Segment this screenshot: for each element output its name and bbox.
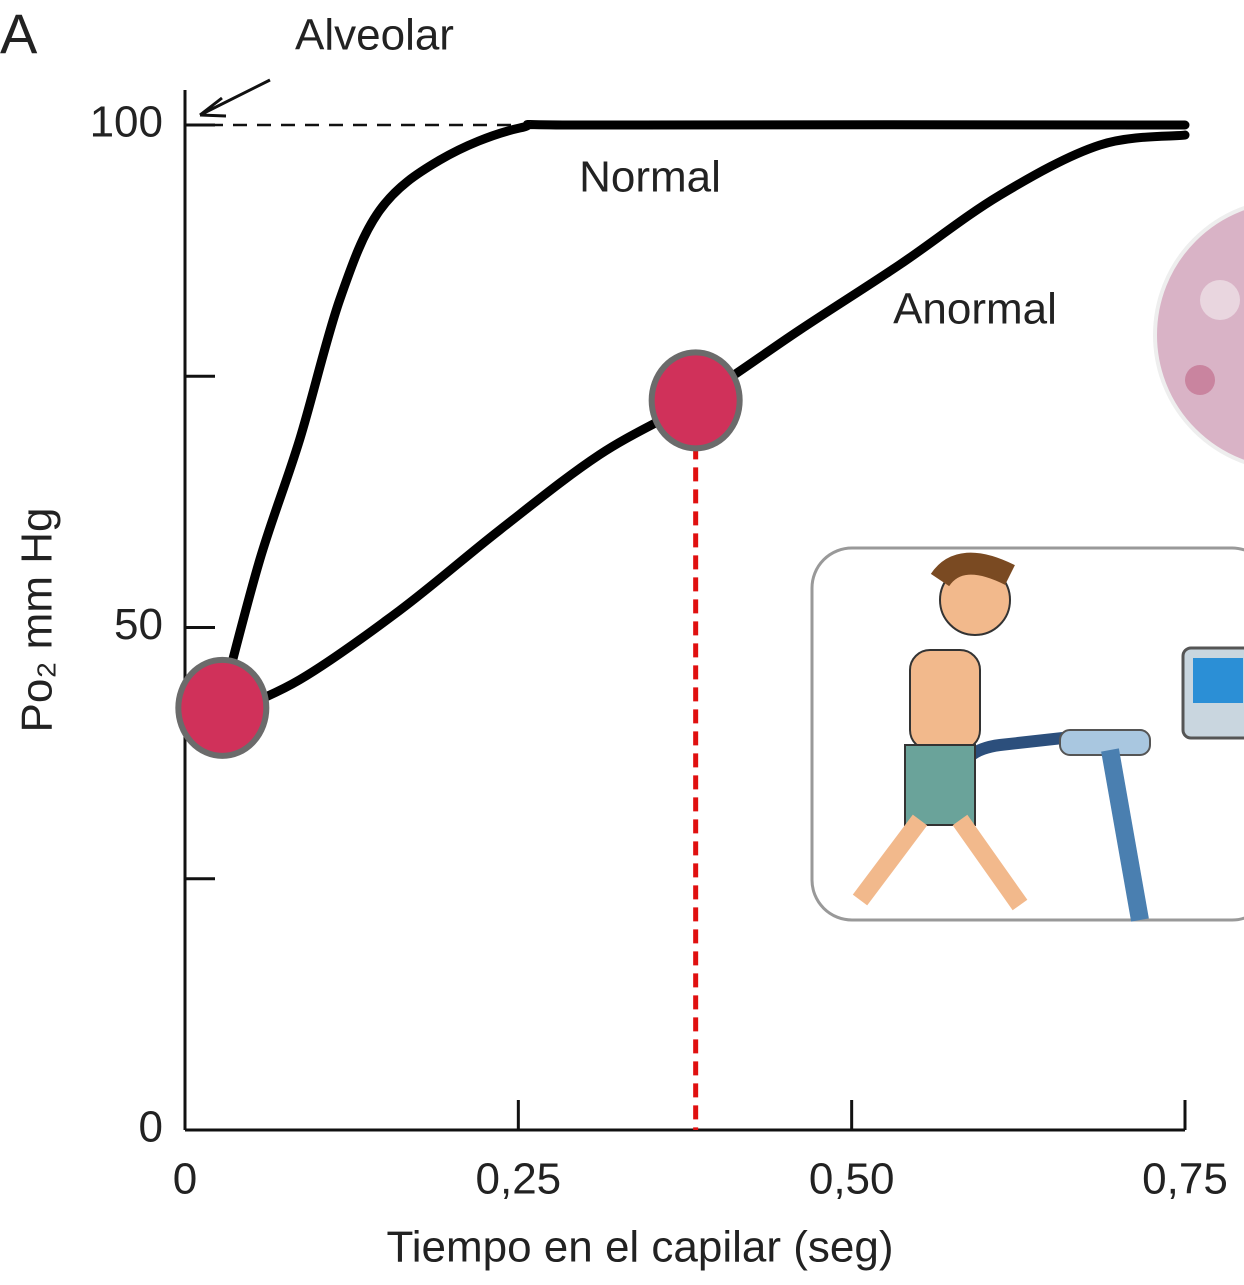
reference-arrow — [200, 80, 270, 116]
y-tick-label: 0 — [139, 1103, 163, 1152]
x-tick-label: 0,25 — [476, 1155, 562, 1204]
y-tick-label: 50 — [114, 600, 163, 649]
x-tick-label: 0,50 — [809, 1155, 895, 1204]
chart: A Tiempo en el capilar (seg) Po₂ mm Hg 0… — [0, 0, 1244, 1285]
y-axis-label: Po₂ mm Hg — [13, 508, 62, 733]
x-tick-label: 0 — [173, 1155, 197, 1204]
panel-label: A — [0, 2, 38, 65]
highlight-point — [652, 352, 740, 448]
series-label: Anormal — [893, 285, 1057, 334]
x-axis-label: Tiempo en el capilar (seg) — [386, 1223, 893, 1272]
series-label: Normal — [579, 153, 721, 202]
tissue-image — [1155, 200, 1244, 470]
x-tick-label: 0,75 — [1142, 1155, 1228, 1204]
reference-label: Alveolar — [295, 11, 454, 60]
y-tick-label: 100 — [90, 98, 163, 147]
highlight-point — [178, 660, 266, 756]
treadmill-illustration — [812, 548, 1244, 920]
